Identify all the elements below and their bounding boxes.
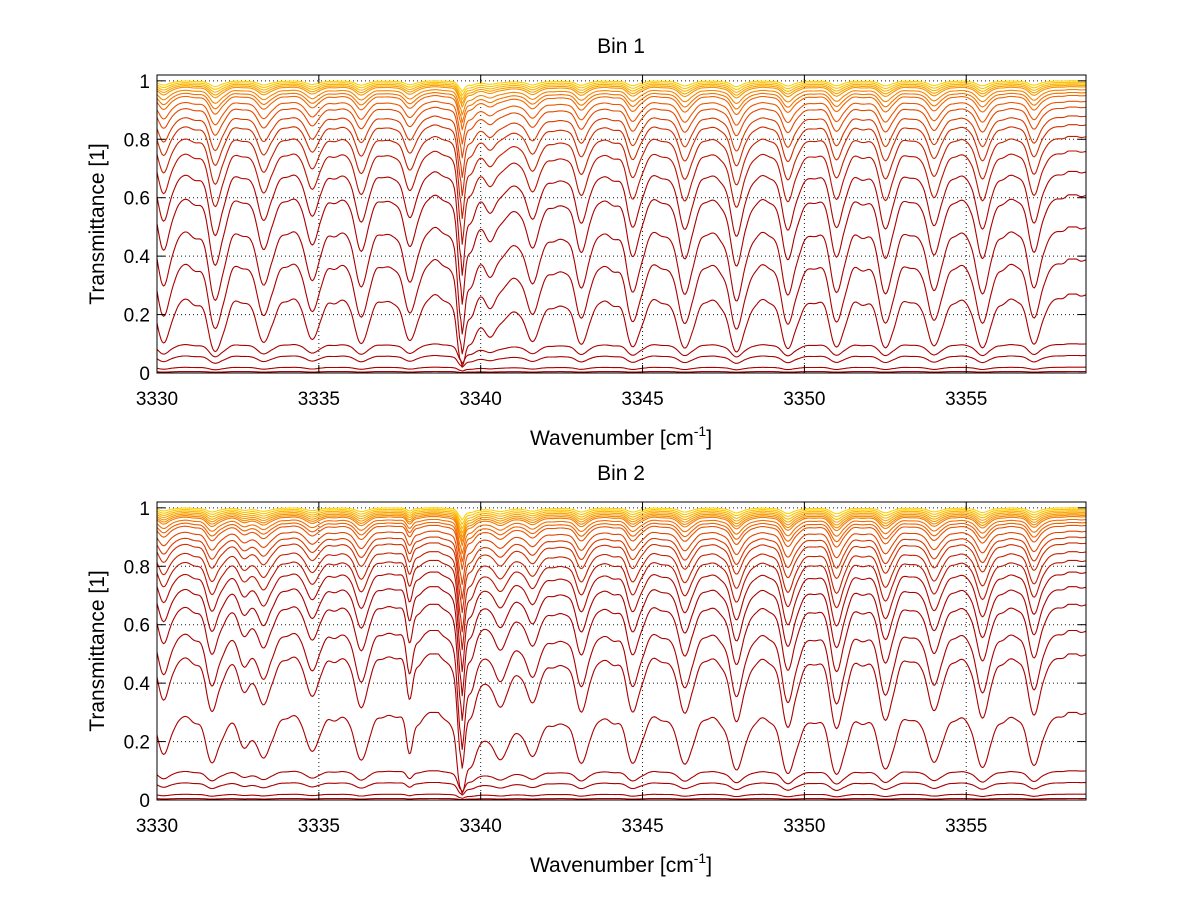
series-group xyxy=(156,80,1087,374)
x-tick-label: 3340 xyxy=(460,816,502,837)
spectrum-series xyxy=(156,135,1087,220)
x-axis-label-end: ] xyxy=(706,427,712,450)
y-tick-label: 0.2 xyxy=(124,306,150,327)
x-tick-label: 3330 xyxy=(136,816,178,837)
plot-frame xyxy=(156,74,1087,374)
spectrum-series xyxy=(156,343,1087,364)
spectrum-series xyxy=(156,629,1087,750)
y-axis-label: Transmittance [1] xyxy=(86,143,109,304)
x-tick-label: 3345 xyxy=(621,816,663,837)
x-axis-label: Wavenumber [cm-1] xyxy=(530,423,712,450)
y-tick-labels: 0 0.2 0.4 0.6 0.8 1 xyxy=(124,499,151,812)
spectrum-series xyxy=(156,586,1087,697)
y-tick-label: 0.4 xyxy=(124,247,151,268)
spectrum-series xyxy=(156,524,1087,571)
x-axis-label-main: Wavenumber [cm xyxy=(530,427,694,450)
spectrum-series xyxy=(156,150,1087,245)
x-axis-label-main: Wavenumber [cm xyxy=(530,854,694,877)
y-tick-label: 0.8 xyxy=(124,557,150,578)
spectrum-series xyxy=(156,711,1087,795)
spectrum-series xyxy=(156,514,1087,543)
grid xyxy=(157,502,1086,800)
subplot-bin-2: Bin 2 0 0.2 0.4 0.6 0.8 1 3330 3335 3340 3345 335… xyxy=(86,462,1087,877)
spectrum-series xyxy=(156,91,1086,123)
y-tick-label: 0.6 xyxy=(124,189,150,210)
spectrum-series xyxy=(156,536,1087,600)
spectrum-series xyxy=(156,258,1087,355)
spectrum-series xyxy=(156,511,1086,534)
spectrum-series xyxy=(156,571,1087,673)
y-tick-label: 0.4 xyxy=(124,674,151,695)
spectrum-series xyxy=(156,513,1086,538)
y-tick-label: 1 xyxy=(139,72,150,93)
subplot-bin-1: Bin 1 0 0.2 0.4 0.6 0.8 1 3330 3335 3340 3345 335… xyxy=(86,35,1087,450)
y-tick-label: 0.8 xyxy=(124,130,150,151)
x-axis-label-end: ] xyxy=(706,854,712,877)
spectrum-series xyxy=(156,542,1087,614)
ticks xyxy=(156,502,1086,801)
spectrum-series xyxy=(156,94,1087,131)
spectrum-series xyxy=(156,781,1087,796)
y-tick-label: 0 xyxy=(139,364,150,385)
ticks xyxy=(156,75,1086,374)
x-tick-label: 3350 xyxy=(783,389,825,410)
x-tick-labels: 3330 3335 3340 3345 3350 3355 xyxy=(136,389,988,410)
x-axis-label-sup: -1 xyxy=(694,850,707,866)
subplot-title: Bin 2 xyxy=(597,462,645,485)
spectrum-series xyxy=(156,106,1087,159)
spectrum-series xyxy=(156,84,1086,104)
spectrum-series xyxy=(156,124,1087,197)
spectrum-series xyxy=(156,370,1086,374)
x-tick-label: 3355 xyxy=(945,389,987,410)
spectrum-series xyxy=(156,508,1086,525)
spectrum-series xyxy=(156,81,1086,97)
spectrum-series xyxy=(156,226,1087,335)
spectrum-series xyxy=(156,293,1087,367)
spectrum-series xyxy=(156,653,1087,769)
x-tick-labels: 3330 3335 3340 3345 3350 3355 xyxy=(136,816,988,837)
x-tick-label: 3340 xyxy=(460,389,502,410)
spectrum-series xyxy=(156,516,1087,547)
spectrum-series xyxy=(156,89,1087,116)
spectrum-series xyxy=(156,100,1087,145)
spectrum-series xyxy=(156,770,1087,793)
spectrum-series xyxy=(156,603,1087,721)
spectrum-series xyxy=(156,797,1086,801)
y-tick-label: 0.6 xyxy=(124,616,150,637)
x-tick-label: 3355 xyxy=(945,816,987,837)
spectrum-series xyxy=(156,354,1087,368)
x-axis-label: Wavenumber [cm-1] xyxy=(530,850,712,877)
spectrum-series xyxy=(156,194,1087,305)
x-tick-label: 3335 xyxy=(298,816,340,837)
spectrum-series xyxy=(156,793,1086,799)
x-tick-label: 3350 xyxy=(783,816,825,837)
y-tick-label: 0.2 xyxy=(124,733,150,754)
spectrum-series xyxy=(156,86,1086,108)
y-axis-label: Transmittance [1] xyxy=(86,570,109,731)
spectrum-series xyxy=(156,559,1087,651)
x-tick-label: 3335 xyxy=(298,389,340,410)
spectrum-series xyxy=(156,521,1087,563)
spectrum-series xyxy=(156,551,1087,633)
plot-frame xyxy=(156,501,1087,801)
y-tick-labels: 0 0.2 0.4 0.6 0.8 1 xyxy=(124,72,151,385)
spectrum-series xyxy=(156,170,1087,276)
x-tick-label: 3345 xyxy=(621,389,663,410)
spectrum-series xyxy=(156,83,1087,100)
spectrum-series xyxy=(156,518,1086,555)
spectrum-series xyxy=(156,510,1087,530)
y-tick-label: 1 xyxy=(139,499,150,520)
spectrum-series xyxy=(156,80,1086,93)
series-group xyxy=(156,507,1087,801)
x-axis-label-sup: -1 xyxy=(694,423,707,439)
y-tick-label: 0 xyxy=(139,791,150,812)
spectrum-series xyxy=(156,530,1087,586)
grid xyxy=(157,75,1086,373)
spectrum-series xyxy=(156,507,1086,521)
subplot-title: Bin 1 xyxy=(597,35,645,58)
spectrum-series xyxy=(156,115,1087,179)
x-tick-label: 3330 xyxy=(136,389,178,410)
spectrum-series xyxy=(156,366,1086,372)
